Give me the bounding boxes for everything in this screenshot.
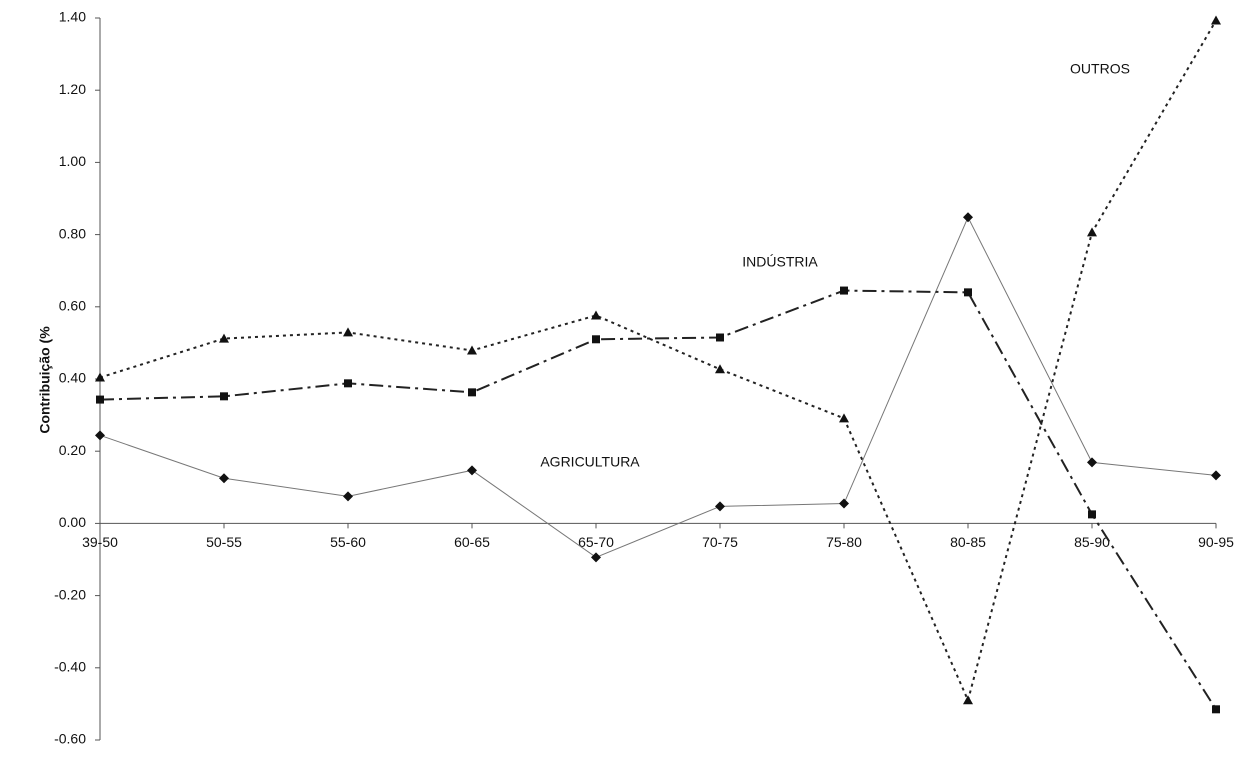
x-tick-label: 39-50 (82, 534, 118, 550)
data-point (715, 364, 725, 374)
x-tick-label: 70-75 (702, 534, 738, 550)
series-line (99, 20, 1217, 704)
data-point (1087, 457, 1097, 468)
data-point (840, 286, 848, 295)
data-point (964, 288, 972, 297)
data-point (468, 388, 476, 397)
data-point (467, 465, 477, 476)
data-point (219, 473, 229, 484)
y-axis-label: Contribuição (% (37, 326, 53, 434)
data-point (343, 327, 353, 337)
data-point (219, 333, 229, 343)
y-tick-label: -0.20 (54, 586, 86, 602)
x-tick-label: 90-95 (1198, 534, 1234, 550)
data-point (716, 333, 724, 342)
x-tick-label: 55-60 (330, 534, 366, 550)
x-tick-label: 75-80 (826, 534, 862, 550)
y-tick-label: 1.40 (59, 9, 86, 25)
data-point (839, 413, 849, 423)
x-tick-label: 50-55 (206, 534, 242, 550)
series-label: INDÚSTRIA (742, 254, 818, 270)
data-point (96, 395, 104, 404)
y-tick-label: 1.20 (59, 81, 86, 97)
data-point (344, 379, 352, 388)
data-point (1212, 705, 1220, 714)
data-point (220, 392, 228, 401)
data-point (1087, 227, 1097, 237)
data-point (715, 501, 725, 512)
x-tick-label: 65-70 (578, 534, 614, 550)
y-tick-label: -0.60 (54, 731, 86, 747)
data-point (1211, 15, 1221, 25)
data-point (95, 430, 105, 441)
data-point (963, 695, 973, 705)
data-point (95, 372, 105, 382)
data-point (839, 498, 849, 509)
data-point (1211, 470, 1221, 481)
y-tick-label: 0.00 (59, 514, 86, 530)
x-tick-label: 60-65 (454, 534, 490, 550)
x-tick-label: 80-85 (950, 534, 986, 550)
y-tick-label: 0.60 (59, 298, 86, 314)
data-point (467, 345, 477, 355)
y-tick-label: -0.40 (54, 659, 86, 675)
series-label: AGRICULTURA (540, 454, 640, 470)
series-line (99, 289, 1217, 710)
x-tick-label: 85-90 (1074, 534, 1110, 550)
data-point (591, 552, 601, 563)
data-point (592, 335, 600, 344)
series-line (99, 216, 1217, 558)
data-point (1088, 510, 1096, 519)
series-label: OUTROS (1070, 61, 1130, 77)
y-tick-label: 0.40 (59, 370, 86, 386)
data-point (963, 212, 973, 223)
y-tick-label: 0.80 (59, 225, 86, 241)
y-tick-label: 0.20 (59, 442, 86, 458)
y-tick-label: 1.00 (59, 153, 86, 169)
data-point (343, 491, 353, 502)
data-point (591, 310, 601, 320)
